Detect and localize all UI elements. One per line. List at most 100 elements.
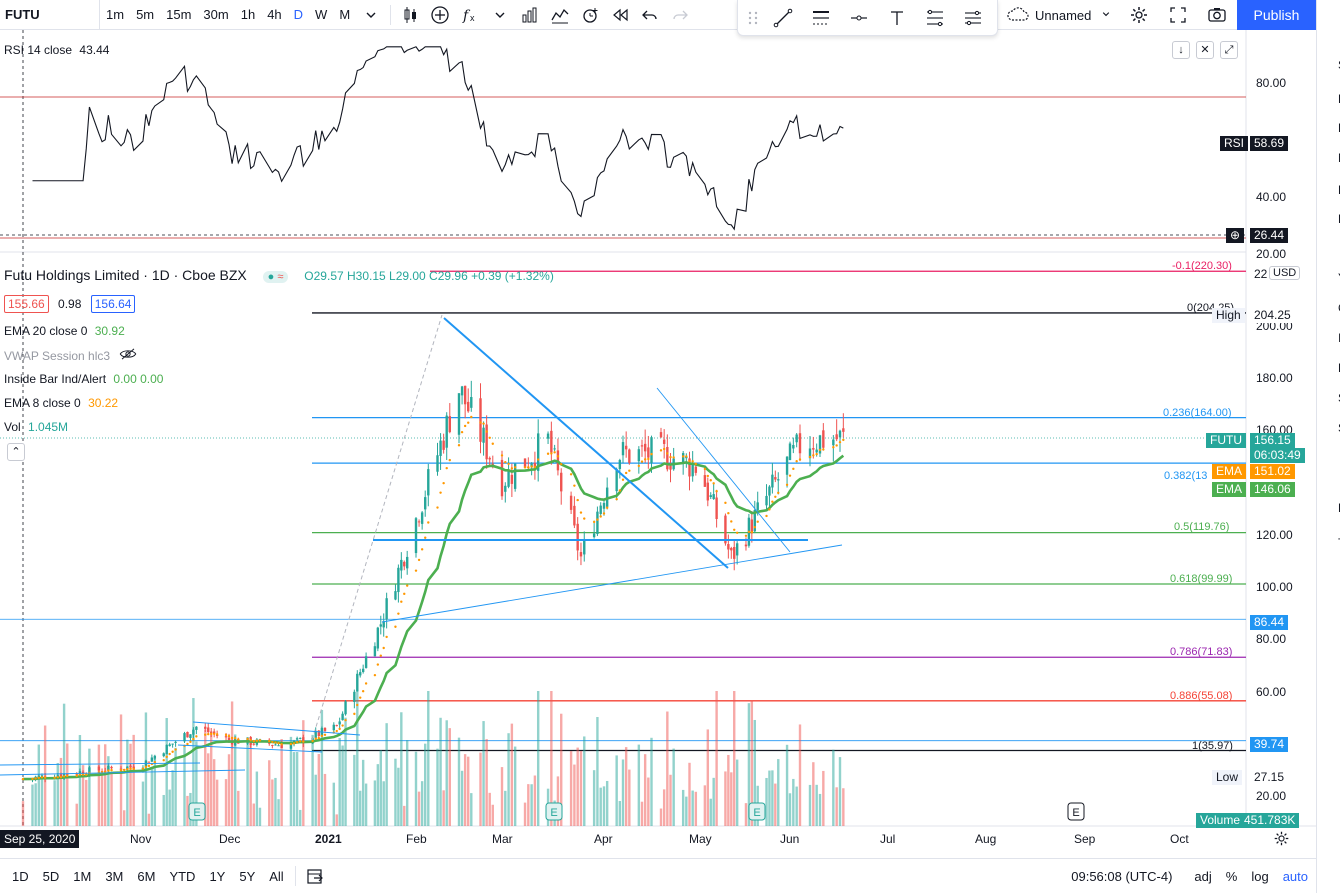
line-style-icon[interactable]	[802, 3, 840, 33]
horizontal-line-icon[interactable]	[840, 3, 878, 33]
watchlist-item-letter[interactable]: C	[1338, 301, 1340, 315]
collapse-legend-button[interactable]: ⌃	[7, 443, 25, 461]
candle-body	[353, 691, 356, 703]
ema8-dot	[233, 736, 237, 740]
volume-bar	[615, 755, 618, 826]
candle-body	[792, 444, 795, 449]
timeframe-1m[interactable]: 1m	[106, 6, 125, 22]
candle-type-icon[interactable]	[395, 0, 425, 30]
watchlist-item-letter[interactable]: E	[1338, 121, 1340, 135]
range-5d[interactable]: 5D	[42, 868, 60, 884]
range-ytd[interactable]: YTD	[169, 868, 196, 884]
range-6m[interactable]: 6M	[137, 868, 156, 884]
pane-close-button[interactable]: ✕	[1196, 41, 1214, 59]
trendline-icon[interactable]	[764, 3, 802, 33]
text-tool-icon[interactable]	[878, 3, 916, 33]
indicator-legend-vwap[interactable]: VWAP Session hlc3	[4, 348, 137, 363]
timeframe-w[interactable]: W	[315, 6, 328, 22]
candle-body	[753, 510, 756, 532]
volume-bar	[463, 754, 467, 826]
watchlist-item-letter[interactable]: Y	[1338, 271, 1340, 285]
redo-icon[interactable]	[665, 0, 695, 30]
financials-icon[interactable]	[515, 0, 545, 30]
indicator-legend-ema20[interactable]: EMA 20 close 0 30.92	[4, 324, 125, 338]
indicator-legend-ema8[interactable]: EMA 8 close 0 30.22	[4, 396, 118, 410]
timeframe-4h[interactable]: 4h	[267, 6, 282, 22]
volume-bar	[233, 734, 237, 826]
watchlist-item-letter[interactable]: S	[1338, 58, 1340, 72]
pane-maximize-button[interactable]: ⤢	[1220, 41, 1238, 59]
alert-icon[interactable]	[575, 0, 605, 30]
volume-bar	[153, 758, 157, 826]
fib-extension-icon[interactable]	[954, 3, 992, 33]
timeframe-15m[interactable]: 15m	[166, 6, 192, 22]
axis-settings-gear-icon[interactable]	[1273, 830, 1290, 852]
templates-icon[interactable]	[545, 0, 575, 30]
ema8-dot	[672, 456, 675, 459]
pane-down-button[interactable]: ↓	[1172, 41, 1190, 59]
undo-icon[interactable]	[635, 0, 665, 30]
fullscreen-icon[interactable]	[1163, 0, 1193, 30]
add-compare-icon[interactable]	[425, 0, 455, 30]
range-3m[interactable]: 3M	[105, 868, 124, 884]
ema8-dot	[730, 520, 733, 523]
range-5y[interactable]: 5Y	[239, 868, 256, 884]
volume-bar	[643, 754, 647, 826]
candle-body	[227, 737, 231, 740]
indicator-legend-volume[interactable]: Vol 1.045M	[4, 420, 68, 434]
timeframe-d[interactable]: D	[293, 6, 304, 22]
range-1y[interactable]: 1Y	[209, 868, 226, 884]
adj-toggle[interactable]: adj	[1194, 869, 1212, 884]
candle-body	[183, 733, 186, 742]
indicator-value: 1.045M	[28, 420, 69, 434]
watchlist-item-letter[interactable]: T	[1338, 536, 1340, 550]
go-to-date-icon[interactable]	[300, 861, 330, 891]
watchlist-item-letter[interactable]: F	[1338, 212, 1340, 226]
clock-timezone[interactable]: 09:56:08 (UTC-4)	[1071, 869, 1173, 884]
gear-icon[interactable]	[1124, 0, 1154, 30]
timeframe-5m[interactable]: 5m	[136, 6, 155, 22]
layout-name-button[interactable]: Unnamed	[1006, 0, 1113, 30]
timeframe-m[interactable]: M	[339, 6, 351, 22]
range-1m[interactable]: 1M	[73, 868, 92, 884]
watchlist-item-letter[interactable]: D	[1338, 361, 1340, 375]
percent-toggle[interactable]: %	[1225, 869, 1238, 884]
log-toggle[interactable]: log	[1251, 869, 1269, 884]
watchlist-item-letter[interactable]: I	[1338, 331, 1340, 345]
volume-bar	[34, 783, 37, 826]
watchlist-item-letter[interactable]: S	[1338, 421, 1340, 435]
watchlist-item-letter[interactable]: F	[1338, 501, 1340, 515]
ema8-dot	[353, 712, 356, 716]
legend-status-icon[interactable]: ● ≈	[262, 271, 289, 283]
drag-handle-icon[interactable]	[742, 3, 764, 33]
candle-body	[364, 656, 368, 668]
camera-icon[interactable]	[1202, 0, 1232, 30]
fib-label: 0.382(13	[1164, 470, 1208, 482]
sell-price-button[interactable]: 155.66	[4, 295, 49, 313]
candle-body	[361, 668, 365, 673]
currency-unit-button[interactable]: USD	[1269, 266, 1301, 280]
watchlist-item-letter[interactable]: F	[1338, 183, 1340, 197]
ema8-dot	[224, 733, 228, 737]
crosshair-add-icon[interactable]: ⊕	[1226, 228, 1245, 243]
range-all[interactable]: All	[269, 868, 284, 884]
timeframe-1h[interactable]: 1h	[240, 6, 256, 22]
watchlist-item-letter[interactable]: N	[1338, 151, 1340, 165]
candle-body	[842, 428, 845, 432]
publish-button[interactable]: Publish	[1237, 0, 1316, 30]
watchlist-item-letter[interactable]: S	[1338, 391, 1340, 405]
timeframe-30m[interactable]: 30m	[203, 6, 229, 22]
range-1d[interactable]: 1D	[12, 868, 29, 884]
auto-scale-toggle[interactable]: auto	[1282, 869, 1308, 884]
watchlist-item-letter[interactable]: E	[1338, 92, 1340, 106]
hidden-eye-icon[interactable]	[119, 348, 137, 363]
chevron-down-icon[interactable]	[485, 0, 515, 30]
replay-icon[interactable]	[605, 0, 635, 30]
fib-retracement-icon[interactable]	[916, 3, 954, 33]
buy-price-button[interactable]: 156.64	[90, 295, 136, 313]
chevron-down-icon[interactable]	[356, 0, 386, 30]
indicator-legend-insidebar[interactable]: Inside Bar Ind/Alert 0.00 0.00	[4, 372, 163, 386]
symbol-search-button[interactable]: FUTU	[0, 0, 100, 30]
